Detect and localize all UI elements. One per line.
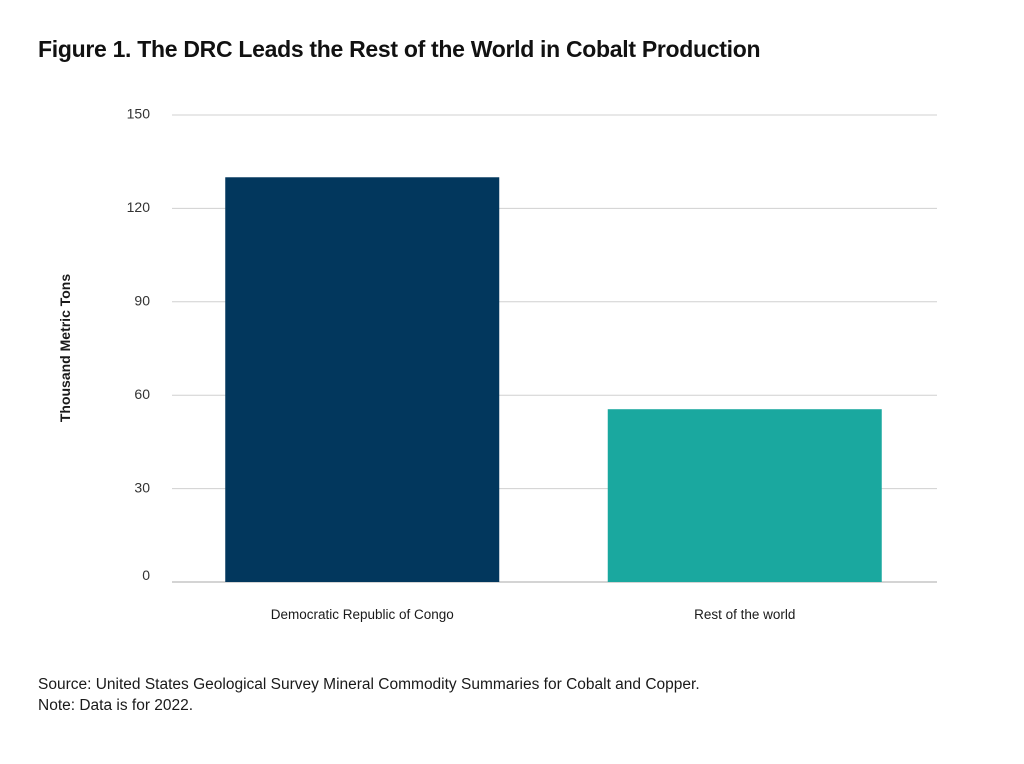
x-category-label: Rest of the world xyxy=(694,607,795,622)
footnotes: Source: United States Geological Survey … xyxy=(38,674,700,716)
x-category-label: Democratic Republic of Congo xyxy=(271,607,454,622)
source-note: Source: United States Geological Survey … xyxy=(38,676,700,693)
data-note: Note: Data is for 2022. xyxy=(38,697,194,714)
y-tick-label: 120 xyxy=(127,199,151,215)
y-tick-label: 150 xyxy=(127,106,151,122)
y-tick-label: 60 xyxy=(134,386,150,402)
y-tick-label: 30 xyxy=(134,479,150,495)
y-tick-label: 0 xyxy=(142,567,150,583)
bar xyxy=(607,409,882,582)
chart-title: Figure 1. The DRC Leads the Rest of the … xyxy=(38,36,761,62)
bar xyxy=(225,177,500,582)
y-tick-label: 90 xyxy=(134,293,150,309)
